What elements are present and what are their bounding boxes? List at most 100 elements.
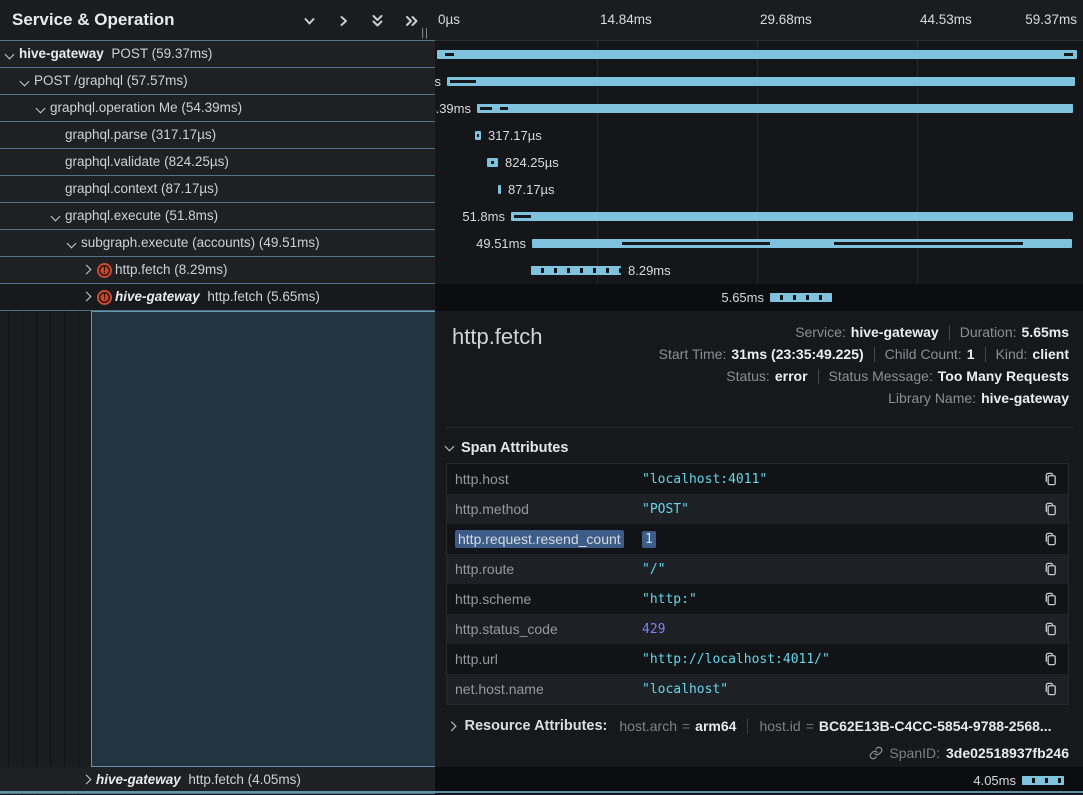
span-tree-row[interactable]: graphql.parse (317.17µs) — [0, 122, 435, 149]
meta-label: Status Message: — [828, 368, 933, 384]
span-tree-row[interactable]: subgraph.execute (accounts) (49.51ms) — [0, 230, 435, 257]
span-tree-row[interactable]: graphql.operation Me (54.39ms) — [0, 95, 435, 122]
copy-button[interactable] — [1043, 561, 1058, 577]
span-tree-row[interactable]: ! hive-gateway http.fetch (5.65ms) — [0, 284, 435, 311]
attribute-row[interactable]: http.scheme "http:" — [447, 584, 1068, 614]
chevron-down-icon[interactable] — [302, 14, 317, 28]
span-tree-row[interactable]: graphql.validate (824.25µs) — [0, 149, 435, 176]
chevron-down-icon[interactable] — [35, 103, 46, 114]
attribute-value: "http:" — [642, 591, 697, 607]
timeline-row[interactable]: 57.57ms — [435, 68, 1083, 95]
chevron-down-icon[interactable] — [50, 211, 61, 222]
span-duration-bar[interactable] — [511, 212, 1073, 221]
bar-duration-label: 4.05ms — [973, 773, 1016, 788]
span-tree-row[interactable]: hive-gateway http.fetch (4.05ms) — [0, 767, 435, 794]
span-label: subgraph.execute (accounts) (49.51ms) — [81, 230, 320, 256]
copy-icon — [1045, 682, 1056, 696]
meta-divider — [817, 368, 819, 384]
span-label: graphql.validate (824.25µs) — [65, 149, 229, 175]
axis-tick-label: 44.53ms — [920, 12, 972, 27]
detail-meta-line: Status: error Status Message: Too Many Requ… — [659, 365, 1069, 387]
attribute-row[interactable]: http.host "localhost:4011" — [447, 464, 1068, 494]
timeline-row[interactable]: 824.25µs — [435, 149, 1083, 176]
span-tree-row[interactable]: graphql.context (87.17µs) — [0, 176, 435, 203]
attribute-row[interactable]: net.host.name "localhost" — [447, 674, 1068, 704]
meta-divider — [873, 346, 875, 362]
span-tree-row[interactable]: POST /graphql (57.57ms) — [0, 68, 435, 95]
span-operation-name: graphql.context (87.17µs) — [65, 181, 219, 196]
chevron-down-icon[interactable] — [4, 49, 15, 60]
timeline-row[interactable]: 49.51ms — [435, 230, 1083, 257]
timeline-row[interactable]: 8.29ms — [435, 257, 1083, 284]
attribute-row[interactable]: http.request.resend_count 1 — [447, 524, 1068, 554]
span-duration-bar[interactable] — [477, 104, 1073, 113]
double-chevron-right-icon[interactable] — [404, 14, 419, 28]
span-label: graphql.operation Me (54.39ms) — [50, 95, 242, 121]
resource-attributes-items: host.arch = arm64 host.id = BC62E13B-C4CC-585… — [619, 718, 1052, 734]
timeline-row[interactable]: 87.17µs — [435, 176, 1083, 203]
timeline-row[interactable]: 5.65ms — [435, 284, 1083, 311]
timeline-row[interactable]: 4.05ms — [435, 767, 1083, 793]
meta-label: Kind: — [995, 346, 1028, 362]
resource-attributes-row[interactable]: Resource Attributes: host.arch = arm64 host… — [446, 718, 1052, 734]
copy-button[interactable] — [1043, 621, 1058, 637]
span-attributes-table: http.host "localhost:4011" http.method "POS… — [446, 463, 1069, 705]
attribute-row[interactable]: http.route "/" — [447, 554, 1068, 584]
equals-sign: = — [805, 718, 814, 734]
span-duration-bar[interactable] — [1022, 776, 1064, 785]
copy-button[interactable] — [1043, 531, 1058, 547]
span-duration-bar[interactable] — [770, 293, 832, 302]
chevron-down-icon[interactable] — [66, 238, 77, 249]
bar-duration-label: 49.51ms — [476, 236, 526, 251]
chevron-right-icon[interactable] — [81, 774, 92, 785]
span-tree-row[interactable]: hive-gateway POST (59.37ms) — [0, 41, 435, 68]
timeline-row[interactable]: 317.17µs — [435, 122, 1083, 149]
child-span-mark — [834, 242, 1023, 245]
chevron-right-icon[interactable] — [336, 14, 351, 28]
timeline-row[interactable]: 54.39ms — [435, 95, 1083, 122]
span-duration-bar[interactable] — [532, 239, 1072, 248]
copy-button[interactable] — [1043, 501, 1058, 517]
span-id-value: 3de02518937fb246 — [946, 745, 1069, 761]
attribute-row[interactable]: http.url "http://localhost:4011/" — [447, 644, 1068, 674]
span-duration-bar[interactable] — [498, 185, 501, 194]
copy-button[interactable] — [1043, 651, 1058, 667]
copy-icon — [1045, 472, 1056, 486]
chevron-right-icon[interactable] — [81, 291, 92, 302]
span-duration-bar[interactable] — [437, 50, 1077, 59]
span-duration-bar[interactable] — [447, 77, 1075, 86]
link-icon[interactable] — [869, 746, 883, 760]
child-span-mark — [1064, 53, 1073, 56]
chevron-right-icon[interactable] — [81, 264, 92, 275]
double-chevron-down-icon[interactable] — [370, 13, 385, 28]
bar-duration-label: 8.29ms — [628, 263, 671, 278]
timeline-row[interactable]: 51.8ms — [435, 203, 1083, 230]
copy-button[interactable] — [1043, 471, 1058, 487]
error-icon: ! — [97, 290, 112, 305]
span-duration-bar[interactable] — [531, 266, 621, 275]
attribute-key: http.host — [455, 471, 509, 487]
attribute-value: "http://localhost:4011/" — [642, 651, 830, 667]
attribute-row[interactable]: http.method "POST" — [447, 494, 1068, 524]
resource-value: BC62E13B-C4CC-5854-9788-2568... — [818, 718, 1052, 734]
panel-resize-handle[interactable]: || — [421, 27, 429, 39]
selected-span-area — [91, 311, 435, 767]
span-attributes-header[interactable]: Span Attributes — [444, 440, 568, 456]
timeline-row[interactable] — [435, 41, 1083, 68]
axis-tick-label: 14.84ms — [600, 12, 652, 27]
attribute-row[interactable]: http.status_code 429 — [447, 614, 1068, 644]
copy-button[interactable] — [1043, 591, 1058, 607]
equals-sign: = — [681, 718, 691, 734]
attribute-key: net.host.name — [455, 681, 544, 697]
meta-value: 5.65ms — [1021, 324, 1069, 340]
meta-value: 31ms (23:35:49.225) — [731, 346, 864, 362]
copy-button[interactable] — [1043, 681, 1058, 697]
detail-meta-line: Start Time: 31ms (23:35:49.225) Child Coun… — [659, 343, 1069, 365]
bar-duration-label: 5.65ms — [721, 290, 764, 305]
span-tree-row[interactable]: ! http.fetch (8.29ms) — [0, 257, 435, 284]
span-tree-row[interactable]: graphql.execute (51.8ms) — [0, 203, 435, 230]
axis-tick-label: 29.68ms — [760, 12, 812, 27]
attribute-value: "POST" — [642, 501, 689, 517]
chevron-down-icon[interactable] — [19, 76, 30, 87]
